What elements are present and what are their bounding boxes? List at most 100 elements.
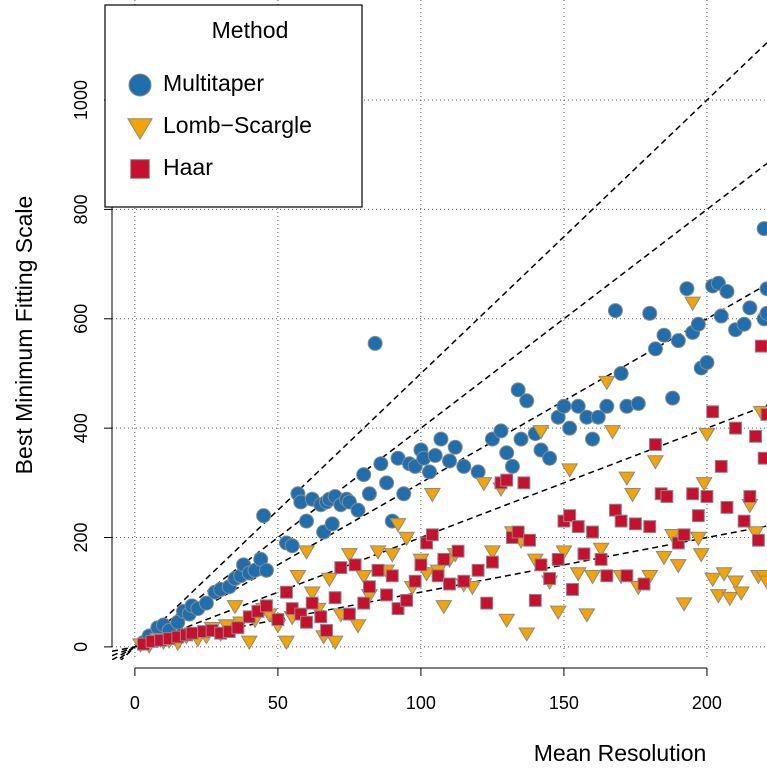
point: [549, 605, 567, 621]
point: [320, 624, 333, 637]
point: [485, 555, 499, 569]
y-tick-label: 600: [71, 304, 91, 334]
point: [686, 487, 700, 501]
point: [471, 563, 485, 577]
point: [751, 533, 765, 547]
x-tick-label: 150: [549, 693, 579, 713]
point: [303, 586, 321, 601]
point: [720, 500, 734, 514]
point: [577, 547, 591, 561]
point: [570, 398, 586, 414]
point: [443, 577, 456, 591]
point: [408, 574, 422, 588]
point: [342, 607, 356, 621]
point: [647, 341, 663, 357]
point: [563, 509, 577, 523]
point: [373, 456, 389, 472]
point: [648, 438, 662, 452]
point: [613, 365, 629, 381]
legend-label: Haar: [163, 154, 213, 180]
point: [736, 316, 752, 332]
point: [756, 221, 767, 237]
legend-marker: [128, 73, 152, 97]
x-tick-label: 100: [406, 693, 436, 713]
point: [300, 615, 313, 629]
point: [289, 570, 307, 585]
legend-title: Method: [212, 17, 289, 43]
point: [713, 308, 729, 324]
point: [562, 420, 578, 436]
point: [500, 473, 514, 487]
point: [689, 531, 707, 547]
point: [665, 390, 681, 406]
point: [256, 508, 272, 524]
point: [578, 608, 596, 623]
point: [277, 635, 296, 651]
point: [456, 458, 472, 474]
point: [528, 593, 542, 607]
point: [754, 339, 767, 353]
point: [607, 303, 623, 319]
point: [433, 431, 449, 447]
reference-line: [120, 42, 767, 660]
point: [719, 283, 735, 299]
x-tick-label: 50: [268, 693, 288, 713]
point: [334, 561, 348, 575]
legend-marker: [127, 118, 153, 141]
point: [383, 548, 401, 563]
point: [513, 431, 529, 447]
x-axis-title: Mean Resolution: [534, 740, 707, 766]
point: [361, 486, 377, 502]
reference-line: [116, 162, 767, 660]
point: [620, 569, 634, 583]
point: [231, 621, 245, 635]
point: [328, 591, 342, 605]
point: [669, 559, 687, 574]
point: [592, 542, 610, 558]
point: [480, 596, 494, 610]
axes: 0 50 100 150 200 0 200 400 600 800 1000: [71, 80, 722, 713]
point: [646, 455, 665, 470]
y-tick-label: 800: [71, 194, 91, 224]
point: [714, 459, 728, 473]
points: [132, 221, 767, 654]
point: [660, 490, 674, 503]
point: [297, 545, 316, 560]
point: [517, 476, 531, 490]
point: [664, 529, 682, 544]
point: [389, 518, 407, 533]
point: [628, 517, 642, 531]
point: [642, 305, 658, 321]
point: [618, 471, 636, 487]
point: [679, 281, 695, 297]
point: [623, 488, 642, 503]
point: [600, 569, 614, 583]
point: [284, 538, 300, 554]
point: [749, 429, 763, 443]
point: [280, 585, 293, 599]
point: [298, 513, 314, 529]
point: [518, 627, 536, 642]
point: [367, 335, 383, 351]
point: [732, 586, 750, 601]
point: [447, 439, 463, 455]
point: [340, 548, 358, 563]
point: [542, 450, 558, 466]
point: [326, 635, 344, 651]
point: [614, 514, 628, 528]
legend-marker: [130, 159, 150, 179]
point: [534, 558, 548, 572]
point: [758, 575, 767, 590]
point: [437, 552, 451, 566]
x-tick-label: 200: [692, 693, 722, 713]
point: [721, 591, 739, 607]
point: [400, 593, 414, 607]
point: [498, 613, 516, 629]
point: [543, 572, 557, 585]
point: [385, 569, 399, 583]
point: [726, 575, 745, 590]
point: [583, 570, 602, 585]
reference-line: [112, 283, 767, 660]
point: [435, 600, 453, 615]
point: [590, 409, 606, 425]
